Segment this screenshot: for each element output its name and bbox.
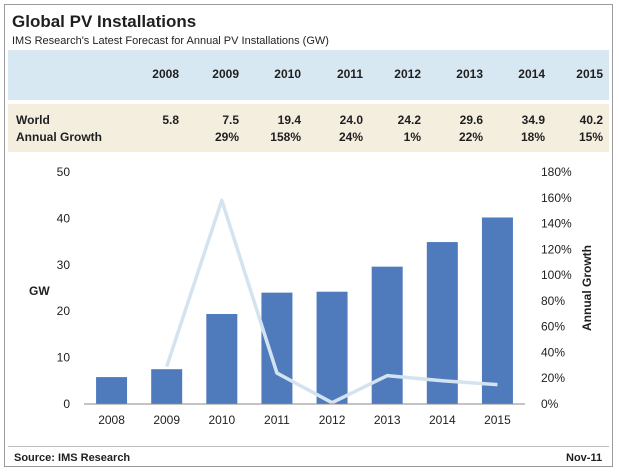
table-row-label: Annual Growth	[16, 130, 102, 144]
x-tick-label: 2008	[98, 413, 125, 427]
bar-2012	[316, 291, 348, 404]
chart-subtitle: IMS Research's Latest Forecast for Annua…	[12, 35, 329, 47]
year-header-cell: 2010	[274, 67, 301, 81]
y2-tick-label: 180%	[541, 165, 572, 179]
table-cell: 1%	[403, 130, 421, 144]
x-tick-labels: 2008 2009 2010 2011 2012 2013 2014 2015	[98, 413, 511, 427]
bar-2014	[426, 242, 458, 404]
bar-2013	[371, 266, 403, 404]
y2-tick-label: 60%	[541, 320, 565, 334]
y2-tick-label: 20%	[541, 371, 565, 385]
chart-title: Global PV Installations	[12, 12, 197, 31]
table-cell: 24.2	[397, 113, 421, 127]
year-header-cell: 2008	[152, 67, 179, 81]
x-tick-label: 2009	[153, 413, 180, 427]
y-tick-label: 0	[63, 397, 70, 411]
year-header-cell: 2014	[518, 67, 545, 81]
y-tick-label: 50	[57, 165, 71, 179]
y2-tick-label: 160%	[541, 191, 572, 205]
y2-tick-labels: 0% 20% 40% 60% 80% 100% 120% 140% 160% 180%	[541, 165, 572, 411]
year-header-band	[8, 50, 609, 100]
x-tick-label: 2011	[264, 413, 290, 427]
source-note: Source: IMS Research	[14, 452, 131, 464]
y-tick-label: 40	[57, 211, 71, 225]
table-cell: 29%	[214, 130, 239, 144]
footer-divider	[8, 446, 609, 447]
table-cell: 40.2	[579, 113, 603, 127]
bar-2011	[261, 292, 293, 404]
y-tick-labels: 0 10 20 30 40 50	[57, 165, 71, 411]
year-header-cell: 2009	[212, 67, 239, 81]
y2-tick-label: 80%	[541, 294, 565, 308]
table-cell: 29.6	[459, 113, 483, 127]
x-tick-label: 2014	[429, 413, 456, 427]
x-tick-label: 2015	[484, 413, 511, 427]
y2-tick-label: 0%	[541, 397, 559, 411]
table-cell: 18%	[520, 130, 545, 144]
x-tick-label: 2010	[208, 413, 235, 427]
y2-tick-label: 40%	[541, 345, 565, 359]
y-axis-label: GW	[29, 284, 50, 298]
y2-tick-label: 100%	[541, 268, 572, 282]
year-header-cell: 2012	[394, 67, 421, 81]
table-row-label: World	[16, 113, 50, 127]
x-tick-label: 2013	[374, 413, 401, 427]
year-header-cell: 2011	[336, 67, 363, 81]
bar-2008	[96, 377, 128, 404]
table-cell: 34.9	[521, 113, 545, 127]
combo-chart: 2008 2009 2010 2011 2012 2013 2014 2015 0 10 20 30…	[29, 165, 594, 427]
year-header-cell: 2015	[576, 67, 603, 81]
y-tick-label: 30	[57, 258, 71, 272]
table-cell: 24%	[338, 130, 363, 144]
table-cell: 158%	[270, 130, 301, 144]
date-note: Nov-11	[566, 452, 603, 464]
table-cell: 24.0	[339, 113, 363, 127]
growth-line	[165, 198, 498, 405]
table-cell: 22%	[458, 130, 483, 144]
bar-2015	[481, 217, 513, 404]
data-table-band	[8, 104, 609, 152]
y-tick-label: 10	[57, 351, 71, 365]
year-header-cell: 2013	[456, 67, 483, 81]
bar-2010	[206, 313, 238, 404]
y2-tick-label: 120%	[541, 242, 572, 256]
bar-2009	[151, 369, 183, 404]
x-tick-label: 2012	[319, 413, 346, 427]
table-cell: 5.8	[162, 113, 179, 127]
table-cell: 19.4	[277, 113, 301, 127]
table-cell: 15%	[578, 130, 603, 144]
y-tick-label: 20	[57, 304, 71, 318]
y2-tick-label: 140%	[541, 217, 572, 231]
table-cell: 7.5	[222, 113, 239, 127]
bar-series	[96, 217, 513, 404]
y2-axis-label: Annual Growth	[580, 245, 594, 331]
